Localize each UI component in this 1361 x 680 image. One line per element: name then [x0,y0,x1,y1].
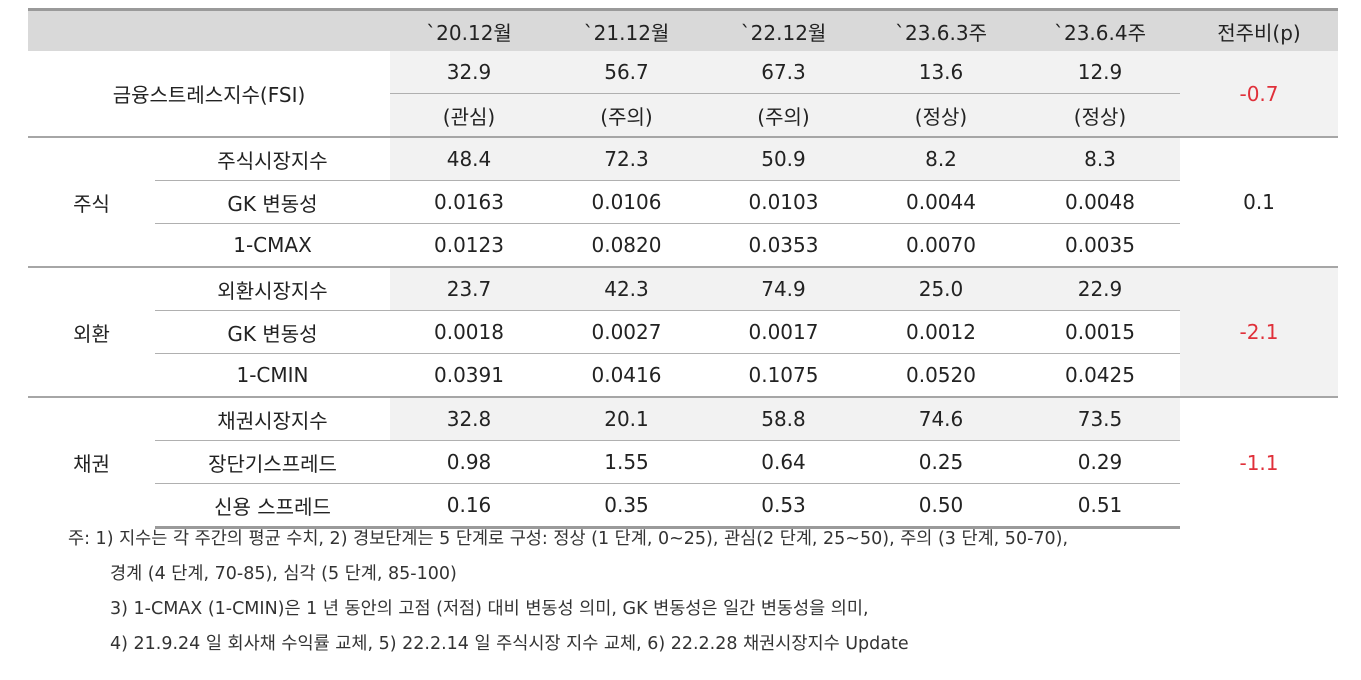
cell: 0.0123 [390,223,548,267]
row-label: 1-CMAX [155,223,390,267]
table-row: 외환 외환시장지수 23.7 42.3 74.9 25.0 22.9 -2.1 [28,266,1338,397]
table-row: GK 변동성 0.0163 0.0106 0.0103 0.0044 0.0048 [28,180,1338,224]
cell: 0.0027 [548,310,705,354]
row-label: GK 변동성 [155,180,390,224]
row-label: 장단기스프레드 [155,440,390,484]
cell: 0.0018 [390,310,548,354]
cell: 0.0015 [1020,310,1180,354]
table-row: GK 변동성 0.0018 0.0027 0.0017 0.0012 0.0015 [28,310,1338,354]
cell: 74.9 [705,266,862,311]
cell: 0.51 [1020,483,1180,529]
row-label: 채권시장지수 [155,396,390,441]
cell: (정상) [1020,93,1180,137]
cell: 0.0416 [548,353,705,397]
header-blank [28,8,390,51]
row-label: 1-CMIN [155,353,390,397]
cell: 0.0012 [862,310,1020,354]
row-label: 주식시장지수 [155,136,390,181]
group-label: 외환 [28,266,155,397]
column-header: `23.6.3주 [862,8,1020,51]
cell: 22.9 [1020,266,1180,311]
group-label: 주식 [28,136,155,267]
cell: 0.1075 [705,353,862,397]
cell: 8.3 [1020,136,1180,181]
cell: 20.1 [548,396,705,441]
stress-index-table: `20.12월 `21.12월 `22.12월 `23.6.3주 `23.6.4주 전주비… [28,8,1338,529]
column-header: `22.12월 [705,8,862,51]
cell: 0.0070 [862,223,1020,267]
cell: 0.25 [862,440,1020,484]
change-cell: -0.7 [1180,51,1338,137]
cell: 1.55 [548,440,705,484]
cell: 0.50 [862,483,1020,529]
cell: 0.16 [390,483,548,529]
cell: 13.6 [862,51,1020,94]
note-line: 주: 1) 지수는 각 주간의 평균 수치, 2) 경보단계는 5 단계로 구성… [68,529,1069,549]
table-row: 1-CMIN 0.0391 0.0416 0.1075 0.0520 0.0425 [28,353,1338,397]
table-row: 주식 주식시장지수 48.4 72.3 50.9 8.2 8.3 0.1 [28,136,1338,267]
change-cell: 0.1 [1180,136,1338,267]
note-line: 3) 1-CMAX (1-CMIN)은 1 년 동안의 고점 (저점) 대비 변… [110,599,869,619]
cell: 0.53 [705,483,862,529]
cell: 58.8 [705,396,862,441]
row-label: GK 변동성 [155,310,390,354]
cell: 0.0035 [1020,223,1180,267]
cell: 0.0391 [390,353,548,397]
note-line: 경계 (4 단계, 70-85), 심각 (5 단계, 85-100) [110,564,457,584]
cell: 0.0044 [862,180,1020,224]
cell: 32.8 [390,396,548,441]
cell: 8.2 [862,136,1020,181]
note-line: 4) 21.9.24 일 회사채 수익률 교체, 5) 22.2.14 일 주식… [110,634,909,654]
cell: (주의) [548,93,705,137]
cell: 48.4 [390,136,548,181]
cell: 0.0103 [705,180,862,224]
change-cell: -2.1 [1180,266,1338,397]
column-header: 전주비(p) [1180,8,1338,51]
group-label: 채권 [28,396,155,528]
notes: 주: 1) 지수는 각 주간의 평균 수치, 2) 경보단계는 5 단계로 구성… [68,524,1068,664]
cell: 25.0 [862,266,1020,311]
cell: 0.29 [1020,440,1180,484]
cell: 12.9 [1020,51,1180,94]
table-row: 채권 채권시장지수 32.8 20.1 58.8 74.6 73.5 -1.1 [28,396,1338,528]
cell: 0.98 [390,440,548,484]
table-row: (관심) (주의) (주의) (정상) (정상) [28,93,1338,137]
change-cell: -1.1 [1180,396,1338,528]
cell: 42.3 [548,266,705,311]
cell: 56.7 [548,51,705,94]
cell: 0.0106 [548,180,705,224]
cell: 23.7 [390,266,548,311]
table-row: `20.12월 `21.12월 `22.12월 `23.6.3주 `23.6.4주 전주비… [28,8,1338,51]
column-header: `21.12월 [548,8,705,51]
cell: 0.0353 [705,223,862,267]
cell: 0.64 [705,440,862,484]
cell: 0.0163 [390,180,548,224]
cell: 73.5 [1020,396,1180,441]
row-label: 신용 스프레드 [155,483,390,529]
column-header: `23.6.4주 [1020,8,1180,51]
cell: 0.35 [548,483,705,529]
table-row: 장단기스프레드 0.98 1.55 0.64 0.25 0.29 [28,440,1338,484]
cell: 0.0520 [862,353,1020,397]
table-row: 신용 스프레드 0.16 0.35 0.53 0.50 0.51 [28,483,1338,529]
cell: 0.0048 [1020,180,1180,224]
table-row: 1-CMAX 0.0123 0.0820 0.0353 0.0070 0.0035 [28,223,1338,267]
cell: 72.3 [548,136,705,181]
cell: (정상) [862,93,1020,137]
column-header: `20.12월 [390,8,548,51]
cell: 0.0017 [705,310,862,354]
table-row: 금융스트레스지수(FSI) 32.9 56.7 67.3 13.6 12.9 -0.7 [28,51,1338,137]
cell: 50.9 [705,136,862,181]
row-label: 금융스트레스지수(FSI) [112,83,306,107]
cell: (관심) [390,93,548,137]
cell: 0.0820 [548,223,705,267]
cell: (주의) [705,93,862,137]
cell: 67.3 [705,51,862,94]
cell: 32.9 [390,51,548,94]
cell: 0.0425 [1020,353,1180,397]
cell: 74.6 [862,396,1020,441]
row-label: 외환시장지수 [155,266,390,311]
